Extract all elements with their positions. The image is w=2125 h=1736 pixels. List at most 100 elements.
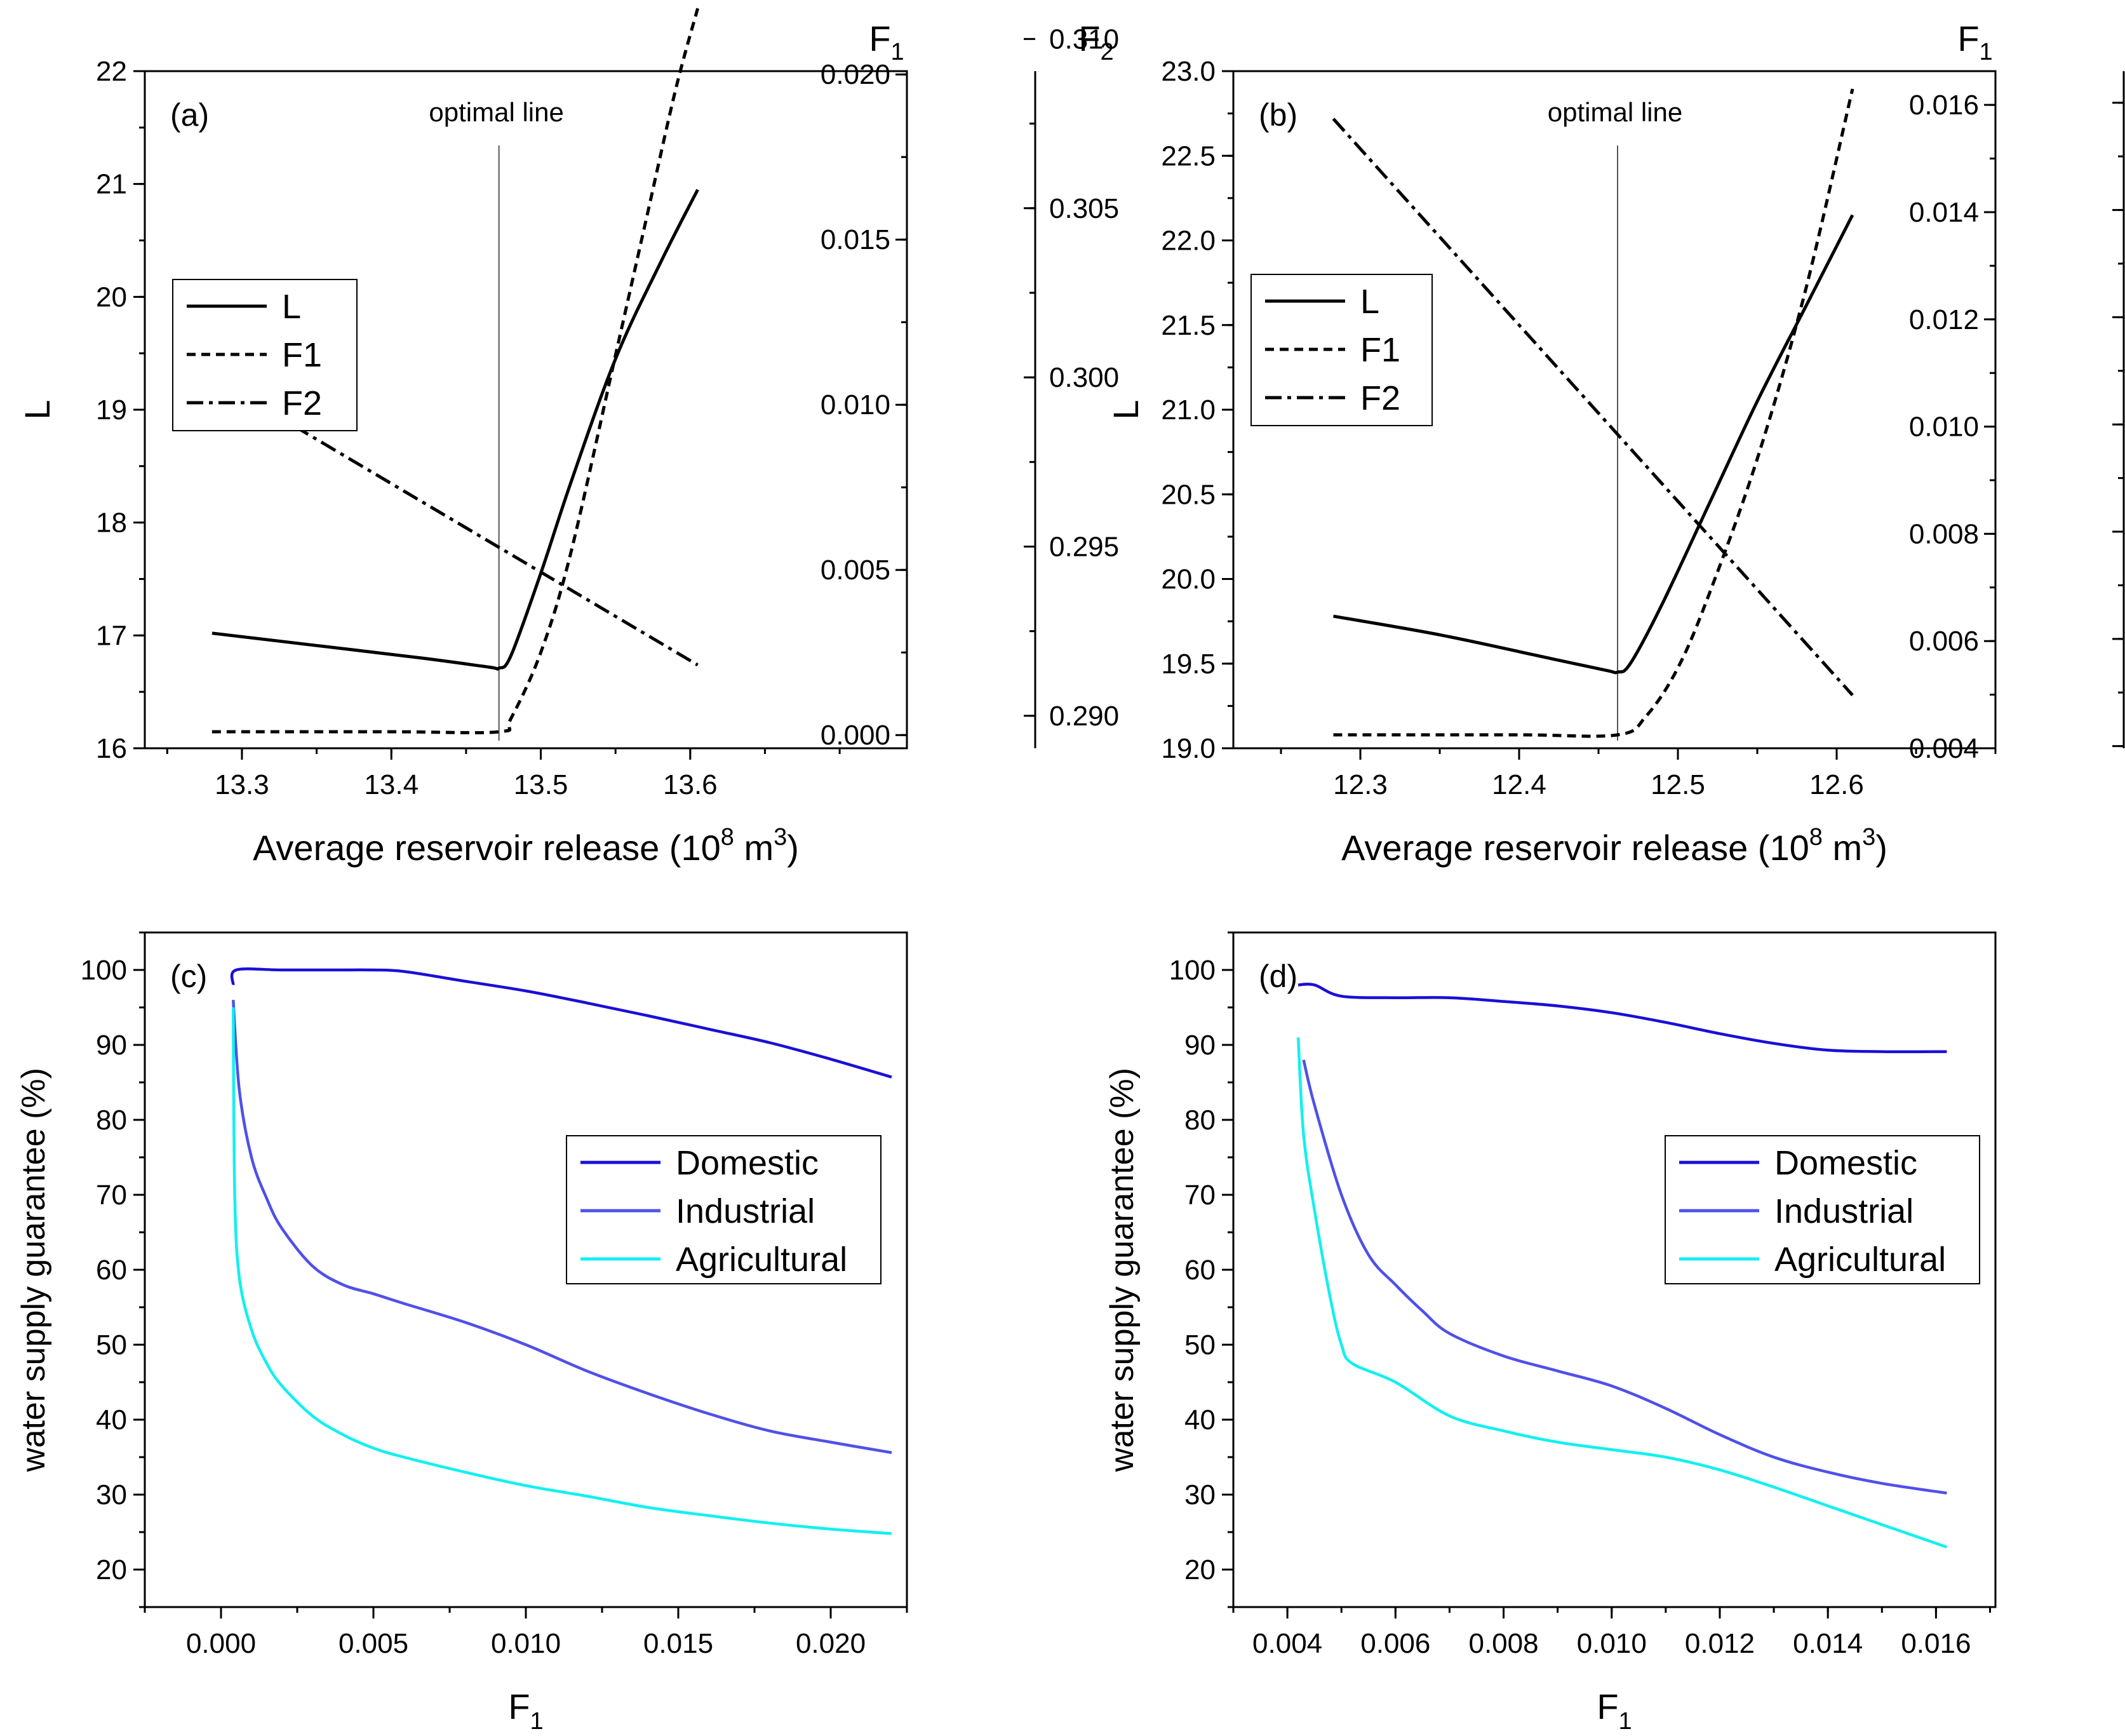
y-tick-label: 22.5	[1161, 140, 1216, 172]
f2-axis-title-main: F	[1078, 18, 1100, 58]
x-tick-label: 12.6	[1809, 769, 1864, 800]
y-tick-label: 80	[96, 1105, 127, 1136]
x-tick-label: 0.000	[186, 1628, 256, 1659]
y-tick-label: 30	[96, 1479, 127, 1511]
x-axis-title-part: m	[734, 828, 774, 868]
x-axis-title-part: m	[1823, 828, 1862, 868]
y-tick-label: 19	[96, 394, 127, 426]
x-axis-title-part: 8	[721, 824, 734, 851]
f1-axis-title-sub: 1	[891, 39, 904, 65]
x-tick-label: 12.4	[1492, 769, 1546, 800]
x-axis-title-part: Average reservoir release (10	[1341, 828, 1809, 868]
f1-tick-label: 0.016	[1909, 90, 1979, 121]
y-tick-label: 20.0	[1161, 564, 1216, 595]
y-tick-label: 18	[96, 508, 127, 539]
x-tick-label: 0.005	[339, 1628, 408, 1659]
f2-axis-title-sub: 2	[1101, 39, 1114, 65]
f1-axis-title: F1	[1957, 18, 1992, 65]
x-axis-title-main: F	[1597, 1686, 1618, 1726]
f1-axis-title-main: F	[869, 18, 890, 58]
y-tick-label: 21	[96, 169, 127, 200]
f1-tick-label: 0.010	[821, 389, 890, 421]
f1-tick-label: 0.004	[1909, 733, 1979, 764]
series-line-f2	[1332, 118, 1854, 697]
y-tick-label: 22.0	[1161, 225, 1216, 257]
legend-label-f1: F1	[1360, 331, 1400, 369]
series-line-industrial	[231, 1000, 892, 1455]
f1-tick-label: 0.000	[821, 720, 890, 751]
legend: L F1 F2	[172, 279, 358, 431]
x-tick-label: 0.012	[1685, 1628, 1755, 1659]
y-tick-label: 100	[1169, 955, 1216, 986]
series-line-agricultural	[1296, 1037, 1948, 1549]
legend: Domestic Industrial Agricultural	[1665, 1135, 1980, 1284]
f1-tick-label: 0.020	[821, 59, 890, 90]
f1-tick-label: 0.014	[1909, 197, 1979, 228]
legend-label-l: L	[282, 288, 301, 326]
x-axis-title: F1	[1597, 1686, 1632, 1735]
panel-label: (b)	[1259, 97, 1297, 133]
panel-c: 0.000 0.005 0.010 0.015 0.020 20 30 40 50 60 70 80 9…	[15, 931, 908, 1735]
panel-label: (a)	[170, 97, 209, 133]
optimal-line-label: optimal line	[1548, 97, 1682, 127]
y-tick-label: 90	[96, 1030, 127, 1061]
x-axis-title-part: )	[1875, 828, 1887, 868]
f2-tick-label: 0.295	[1049, 531, 1119, 562]
y-tick-label: 30	[1184, 1479, 1216, 1511]
y-axis-title: water supply guarantee (%)	[15, 1068, 52, 1472]
x-axis-title-sub: 1	[1619, 1708, 1632, 1735]
y-tick-label: 19.0	[1161, 733, 1216, 764]
legend-label-industrial: Industrial	[676, 1192, 815, 1230]
y-tick-label: 80	[1184, 1105, 1216, 1136]
legend-label-agricultural: Agricultural	[1774, 1241, 1946, 1279]
x-axis-title: Average reservoir release (108 m3)	[253, 824, 799, 868]
f2-axis-title: F2	[1078, 18, 1113, 65]
f1-tick-label: 0.006	[1909, 626, 1979, 657]
y-tick-label: 20.5	[1161, 479, 1216, 510]
y-tick-label: 60	[96, 1255, 127, 1286]
legend-label-f2: F2	[282, 384, 322, 422]
y-tick-label: 50	[96, 1329, 127, 1361]
x-tick-label: 0.006	[1360, 1628, 1430, 1659]
series-line-domestic	[1297, 983, 1947, 1054]
x-tick-label: 0.008	[1468, 1628, 1538, 1659]
series-line-agricultural	[231, 1007, 892, 1535]
y-tick-label: 17	[96, 620, 127, 651]
f1-tick-label: 0.005	[821, 555, 890, 586]
f1-tick-label: 0.012	[1909, 304, 1979, 335]
series-line-l	[211, 189, 699, 671]
f1-tick-label: 0.010	[1909, 412, 1979, 443]
legend-label-domestic: Domestic	[676, 1144, 819, 1182]
legend-label-domestic: Domestic	[1774, 1144, 1917, 1182]
y-tick-label: 20	[96, 1554, 127, 1585]
panel-d: 0.004 0.006 0.008 0.010 0.012 0.014 0.016 20 30 4…	[1104, 931, 1997, 1735]
y-tick-label: 70	[1184, 1180, 1216, 1211]
x-axis-title-part: 3	[1862, 824, 1875, 851]
x-tick-label: 12.3	[1333, 769, 1388, 800]
x-tick-label: 0.004	[1252, 1628, 1322, 1659]
x-tick-label: 0.020	[796, 1628, 866, 1659]
x-tick-label: 0.010	[1577, 1628, 1647, 1659]
panel-b: 12.3 12.4 12.5 12.6 19.0 19.5 20.0 20.5 21.0 21.5…	[1106, 18, 2125, 868]
x-axis-title-part: 8	[1809, 824, 1823, 851]
legend: L F1 F2	[1250, 274, 1433, 426]
f1-axis-title: F1	[869, 18, 904, 65]
panel-label: (c)	[170, 959, 207, 994]
x-tick-label: 0.014	[1793, 1628, 1863, 1659]
x-tick-label: 13.4	[364, 769, 419, 800]
f2-tick-label: 0.305	[1049, 193, 1119, 224]
x-tick-label: 13.6	[663, 769, 718, 800]
y-axis-title: L	[1106, 400, 1146, 419]
y-tick-label: 60	[1184, 1255, 1216, 1286]
f2-tick-label: 0.290	[1049, 701, 1119, 732]
x-axis-title-main: F	[508, 1686, 530, 1726]
x-axis-title-part: )	[787, 828, 799, 868]
y-tick-label: 20	[96, 281, 127, 313]
legend-label-f2: F2	[1360, 379, 1400, 417]
y-tick-label: 19.5	[1161, 649, 1216, 680]
x-tick-label: 13.5	[514, 769, 568, 800]
x-axis-title: Average reservoir release (108 m3)	[1341, 824, 1887, 868]
series-line-l	[1333, 214, 1854, 675]
f1-axis-title-main: F	[1957, 18, 1979, 58]
